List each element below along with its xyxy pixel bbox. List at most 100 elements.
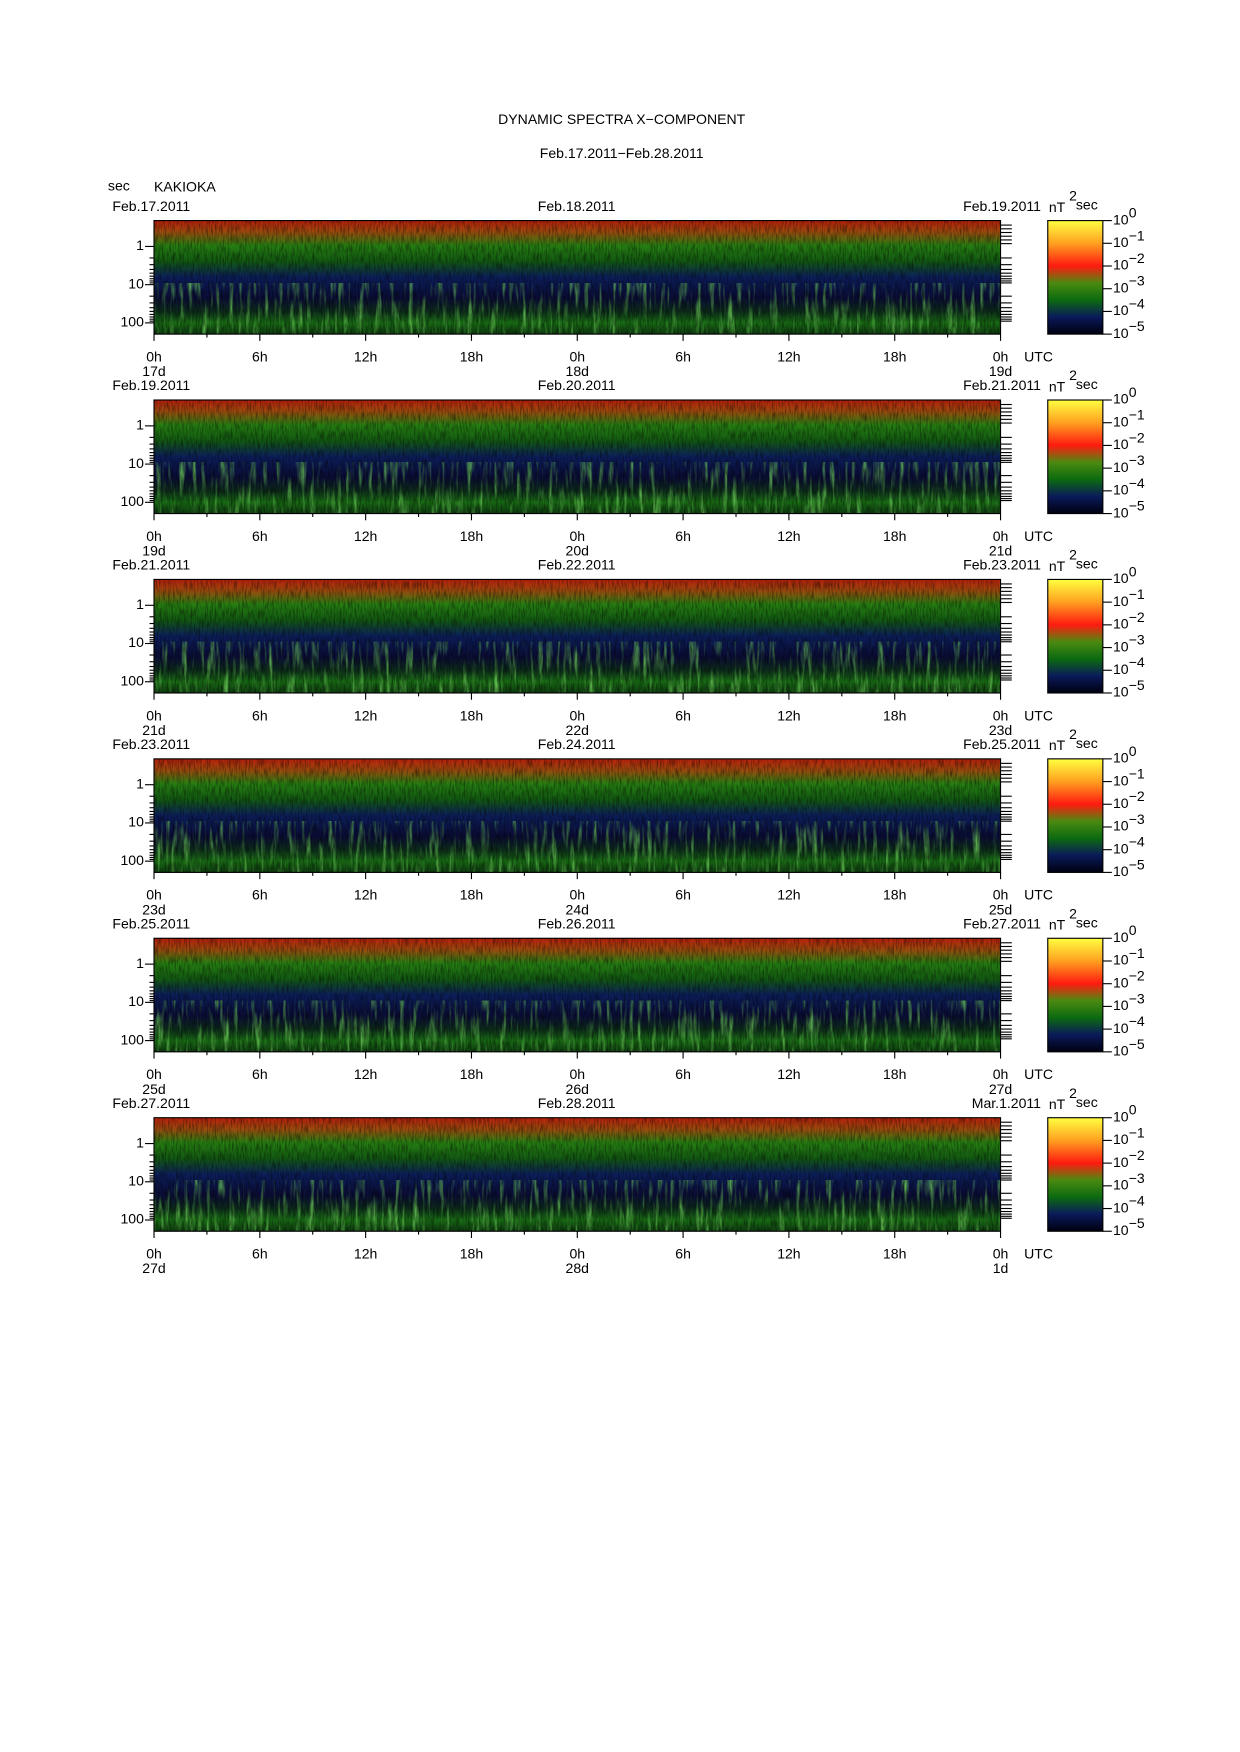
x-tick-label: 0h [993,887,1009,903]
y-tick-label: 10 [128,634,144,650]
date-label: Feb.26.2011 [538,916,616,932]
day-label: 27d [989,1081,1012,1097]
colorbar-unit-suffix: sec [1076,735,1098,751]
x-tick-label: 0h [993,707,1009,723]
colorbar-tick-base: 10 [1113,840,1129,856]
colorbar-tick-exp: −2 [1129,968,1145,984]
colorbar-unit-exp: 2 [1069,726,1077,742]
colorbar-tick-base: 10 [1113,772,1129,788]
colorbar-tick-base: 10 [1113,459,1129,475]
x-tick-label: 0h [146,528,162,544]
x-tick-label: 12h [777,1246,800,1262]
x-tick-label: 6h [252,1246,268,1262]
colorbar-tick-exp: −3 [1129,811,1145,827]
colorbar-tick-exp: −5 [1129,498,1145,514]
y-tick-label: 100 [120,493,144,509]
day-label: 1d [993,1260,1009,1276]
colorbar-tick-exp: −1 [1129,766,1145,782]
day-label: 22d [566,722,589,738]
day-label: 24d [566,901,589,917]
colorbar-tick-base: 10 [1113,257,1129,273]
colorbar-tick-exp: −5 [1129,856,1145,872]
day-label: 28d [566,1260,589,1276]
colorbar-tick-base: 10 [1113,211,1129,227]
day-label: 23d [142,901,165,917]
colorbar-tick-exp: 0 [1129,384,1137,400]
x-tick-label: 18h [883,1066,906,1082]
x-tick-label: 0h [569,528,585,544]
spectrogram-noise [154,758,1001,873]
colorbar-unit-suffix: sec [1076,376,1098,392]
x-tick-label: 18h [460,1246,483,1262]
time-zone: UTC [1024,1246,1053,1262]
date-label: Feb.28.2011 [538,1095,616,1111]
x-tick-label: 12h [354,887,377,903]
colorbar-unit-suffix: sec [1076,556,1098,572]
colorbar-tick-exp: −2 [1129,609,1145,625]
y-tick-label: 1 [136,775,144,791]
x-tick-label: 0h [146,348,162,364]
y-tick-label: 1 [136,237,144,253]
x-tick-label: 12h [777,528,800,544]
spectrogram-noise [154,938,1001,1052]
colorbar-tick-exp: 0 [1129,922,1137,938]
colorbar-unit: nT [1049,558,1066,574]
colorbar-unit: nT [1049,917,1066,933]
x-tick-label: 12h [354,348,377,364]
date-label: Feb.23.2011 [112,736,190,752]
date-label: Feb.21.2011 [112,557,190,573]
colorbar [1047,220,1104,335]
spectrogram-noise [154,1117,1001,1232]
y-tick-label: 10 [128,814,144,830]
colorbar-tick-exp: −4 [1129,295,1145,311]
x-tick-label: 18h [460,887,483,903]
colorbar [1047,758,1104,873]
time-zone: UTC [1024,1066,1053,1082]
colorbar-tick-base: 10 [1113,684,1129,700]
colorbar-unit-exp: 2 [1069,1085,1077,1101]
x-tick-label: 6h [252,887,268,903]
spectrogram-noise [154,220,1001,335]
x-tick-label: 18h [883,887,906,903]
date-label: Feb.22.2011 [538,557,616,573]
day-label: 17d [142,363,165,379]
colorbar-tick-base: 10 [1113,1020,1129,1036]
day-label: 21d [989,542,1012,558]
x-tick-label: 12h [354,707,377,723]
colorbar-tick-exp: −2 [1129,1147,1145,1163]
date-label: Feb.17.2011 [112,198,190,214]
colorbar-tick-exp: −1 [1129,227,1145,243]
x-tick-label: 12h [354,528,377,544]
x-tick-label: 18h [460,1066,483,1082]
x-tick-label: 0h [146,887,162,903]
colorbar-tick-exp: −4 [1129,1193,1145,1209]
day-label: 25d [142,1081,165,1097]
y-tick-label: 1 [136,1134,144,1150]
colorbar-tick-base: 10 [1113,593,1129,609]
spectrogram-noise [154,579,1001,693]
colorbar-tick-base: 10 [1113,504,1129,520]
colorbar-tick-exp: −1 [1129,945,1145,961]
colorbar-tick-exp: −4 [1129,1013,1145,1029]
x-tick-label: 6h [675,707,691,723]
colorbar-tick-exp: −5 [1129,1215,1145,1231]
colorbar-unit-exp: 2 [1069,905,1077,921]
subtitle: Feb.17.2011−Feb.28.2011 [540,145,704,161]
colorbar-unit: nT [1049,199,1066,215]
colorbar-tick-base: 10 [1113,974,1129,990]
y-tick-label: 10 [128,993,144,1009]
colorbar-tick-exp: −1 [1129,586,1145,602]
day-label: 23d [989,722,1012,738]
x-tick-label: 0h [569,1066,585,1082]
day-label: 20d [566,542,589,558]
x-tick-label: 0h [993,1066,1009,1082]
date-label: Feb.25.2011 [963,736,1041,752]
colorbar-tick-base: 10 [1113,795,1129,811]
x-tick-label: 0h [569,707,585,723]
colorbar-tick-base: 10 [1113,750,1129,766]
colorbar-tick-base: 10 [1113,1177,1129,1193]
title: DYNAMIC SPECTRA X−COMPONENT [498,111,745,127]
colorbar [1047,937,1104,1053]
